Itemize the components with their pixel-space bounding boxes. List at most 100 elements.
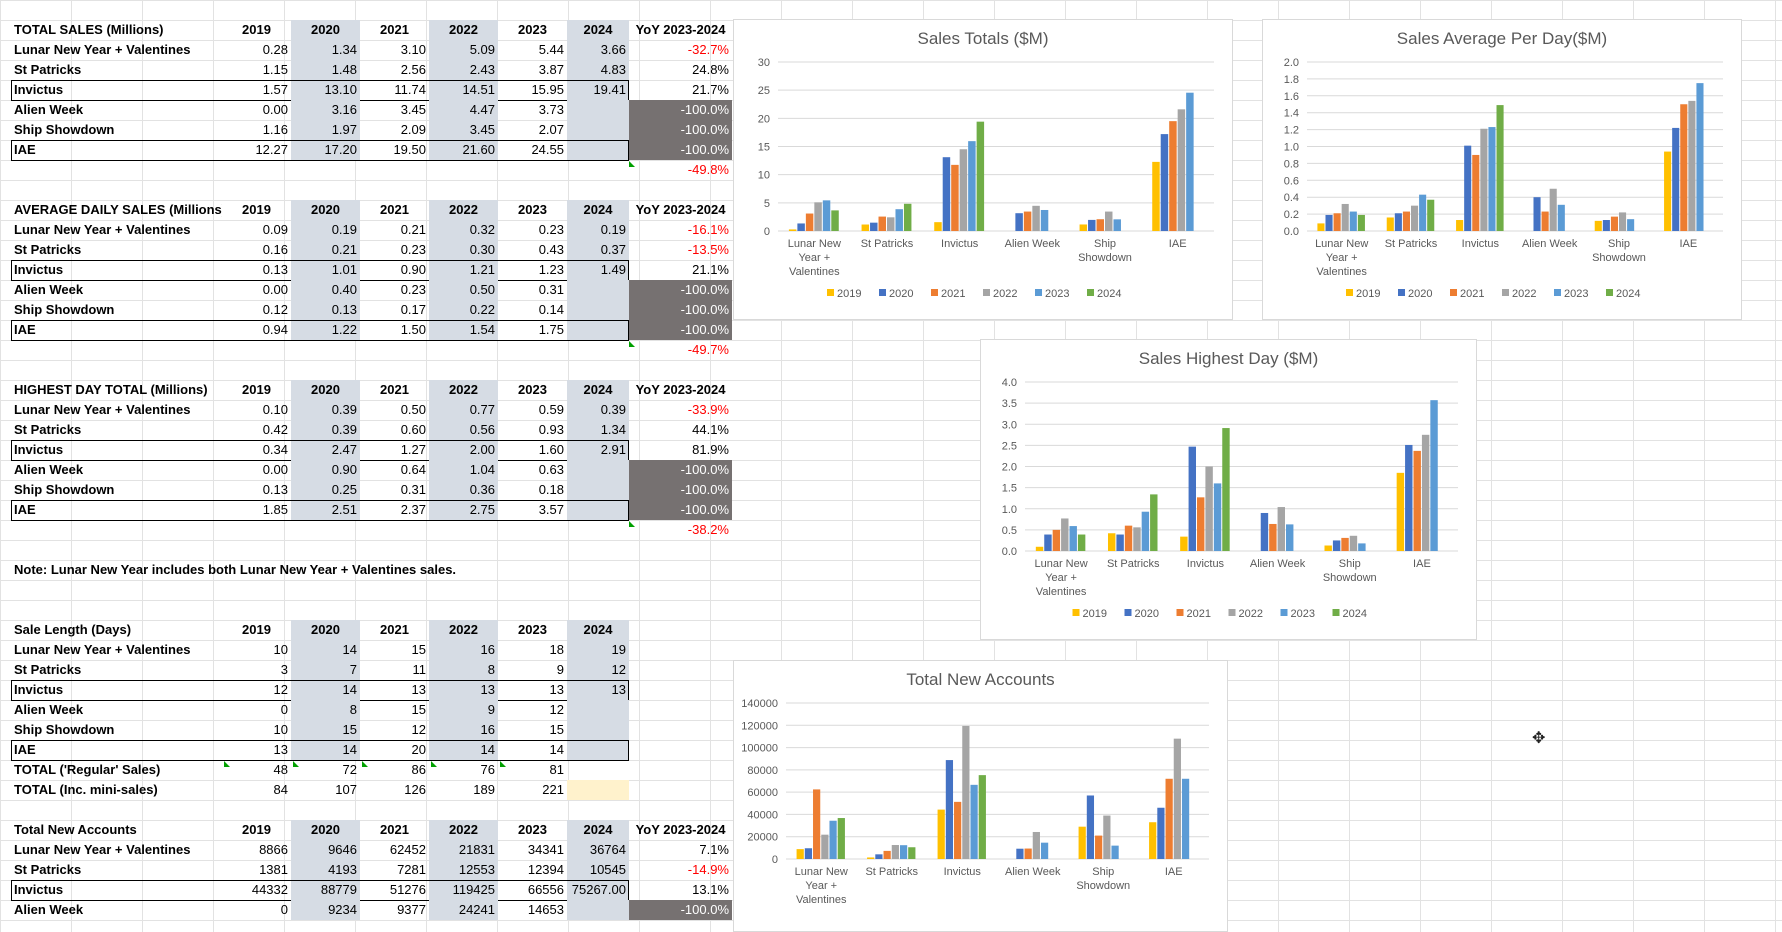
data-cell[interactable]: 9234 (291, 900, 360, 920)
bar-2023-2[interactable] (968, 141, 976, 231)
data-cell[interactable]: 2.07 (538, 122, 564, 137)
bar-2019-5[interactable] (1396, 472, 1405, 551)
bar-2021-3[interactable] (1269, 523, 1277, 551)
yoy-cell[interactable]: -100.0% (629, 140, 732, 160)
bar-2020-5[interactable] (1157, 807, 1165, 859)
row-label[interactable]: Lunar New Year + Valentines (14, 642, 191, 657)
data-cell[interactable]: 0.12 (262, 302, 288, 317)
row-label[interactable]: TOTAL ('Regular' Sales) (14, 762, 161, 777)
bar-2021-5[interactable] (1413, 450, 1421, 551)
data-cell[interactable]: 0.60 (400, 422, 426, 437)
data-cell[interactable]: 0.34 (262, 442, 288, 457)
yoy-cell[interactable]: -13.5% (687, 242, 729, 257)
data-cell[interactable] (567, 720, 629, 740)
bar-2021-2[interactable] (1196, 497, 1205, 551)
bar-2021-0[interactable] (813, 789, 821, 859)
data-cell[interactable]: 12 (411, 722, 426, 737)
row-label[interactable]: St Patricks (14, 422, 82, 437)
bar-2019-0[interactable] (796, 849, 804, 859)
bar-2023-4[interactable] (1358, 543, 1366, 551)
yoy-cell[interactable]: 24.8% (692, 62, 729, 77)
row-label[interactable]: Ship Showdown (14, 302, 115, 317)
data-cell[interactable] (567, 100, 629, 120)
row-label[interactable]: St Patricks (14, 662, 82, 677)
yoy-cell[interactable]: -14.9% (687, 862, 729, 877)
data-cell[interactable]: 12 (567, 660, 629, 680)
data-cell[interactable]: 13 (567, 680, 629, 700)
bar-2019-4[interactable] (1079, 224, 1088, 231)
row-label[interactable]: IAE (14, 742, 36, 757)
data-cell[interactable]: 0.43 (538, 242, 564, 257)
bar-2024-0[interactable] (1077, 534, 1086, 551)
data-cell[interactable]: 1.60 (538, 442, 564, 457)
data-cell[interactable]: 4193 (291, 860, 360, 880)
bar-2022-1[interactable] (1411, 205, 1419, 231)
data-cell[interactable]: 10545 (567, 860, 629, 880)
data-cell[interactable]: 19 (567, 640, 629, 660)
data-cell[interactable]: 0.10 (262, 402, 288, 417)
chart-sales-highest-day[interactable]: Sales Highest Day ($M) 0.0 0.5 1.0 1.5 2.0 2.5… (980, 339, 1477, 640)
data-cell[interactable]: 86 (411, 762, 426, 777)
bar-2020-0[interactable] (797, 223, 805, 231)
bar-2022-2[interactable] (959, 149, 968, 231)
data-cell[interactable] (567, 320, 629, 340)
data-cell[interactable]: 62452 (389, 842, 426, 857)
data-cell[interactable]: 13 (273, 742, 288, 757)
data-cell[interactable]: 4.83 (567, 60, 629, 80)
yoy-cell[interactable]: -100.0% (629, 320, 732, 340)
data-cell[interactable]: 24241 (429, 900, 498, 920)
data-cell[interactable]: 2.43 (429, 60, 498, 80)
bar-2023-1[interactable] (1141, 511, 1150, 551)
data-cell[interactable]: 8 (429, 660, 498, 680)
data-cell[interactable]: 0.31 (400, 482, 426, 497)
row-label[interactable]: IAE (14, 502, 36, 517)
bar-2020-3[interactable] (1260, 512, 1269, 551)
row-label[interactable]: Invictus (14, 442, 64, 457)
data-cell[interactable]: 8866 (259, 842, 288, 857)
data-cell[interactable]: 16 (429, 640, 498, 660)
bar-2021-1[interactable] (878, 216, 886, 231)
data-cell[interactable]: 81 (549, 762, 564, 777)
bar-2021-4[interactable] (1610, 216, 1618, 231)
bar-2020-3[interactable] (1016, 848, 1024, 859)
yoy-cell[interactable]: -100.0% (629, 280, 732, 300)
data-cell[interactable]: 0.21 (400, 222, 426, 237)
data-cell[interactable]: 9377 (397, 902, 426, 917)
data-cell[interactable]: 12394 (527, 862, 564, 877)
data-cell[interactable]: 13.10 (291, 80, 360, 100)
bar-2019-5[interactable] (1149, 822, 1157, 859)
yoy-cell[interactable]: -32.7% (687, 42, 729, 57)
bar-2020-4[interactable] (1088, 219, 1096, 231)
yoy-cell[interactable]: 81.9% (692, 442, 729, 457)
bar-2021-2[interactable] (1472, 154, 1480, 231)
data-cell[interactable]: 14 (549, 742, 564, 757)
data-cell[interactable]: 0.00 (262, 462, 288, 477)
row-label[interactable]: Lunar New Year + Valentines (14, 402, 191, 417)
data-cell[interactable]: 0.23 (400, 282, 426, 297)
bar-2023-2[interactable] (1488, 127, 1496, 231)
bar-2020-5[interactable] (1160, 134, 1169, 231)
row-label[interactable]: Invictus (14, 262, 64, 277)
bar-2021-0[interactable] (805, 213, 814, 231)
data-cell[interactable]: 51276 (389, 882, 426, 897)
bar-2021-3[interactable] (1024, 848, 1032, 859)
data-cell[interactable]: 19.50 (393, 142, 426, 157)
data-cell[interactable]: 24.55 (531, 142, 564, 157)
chart-sales-average-per-day[interactable]: Sales Average Per Day($M) 0.0 0.2 0.4 0.6 0.8… (1262, 19, 1742, 320)
data-cell[interactable]: 0.36 (429, 480, 498, 500)
bar-2020-2[interactable] (1188, 446, 1196, 551)
data-cell[interactable]: 2.56 (400, 62, 426, 77)
data-cell[interactable]: 2.00 (429, 440, 498, 460)
bar-2023-5[interactable] (1186, 92, 1194, 232)
bar-2019-4[interactable] (1078, 826, 1086, 859)
bar-2022-5[interactable] (1688, 100, 1696, 232)
bar-2024-2[interactable] (976, 121, 985, 231)
data-cell[interactable]: 66556 (527, 882, 564, 897)
bar-2021-5[interactable] (1680, 104, 1688, 231)
data-cell[interactable]: 0.13 (262, 262, 288, 277)
data-cell[interactable]: 0.64 (400, 462, 426, 477)
yoy-total[interactable]: -49.8% (687, 162, 729, 177)
bar-2019-2[interactable] (937, 809, 945, 859)
data-cell[interactable]: 1.23 (538, 262, 564, 277)
bar-2023-4[interactable] (1111, 845, 1119, 859)
